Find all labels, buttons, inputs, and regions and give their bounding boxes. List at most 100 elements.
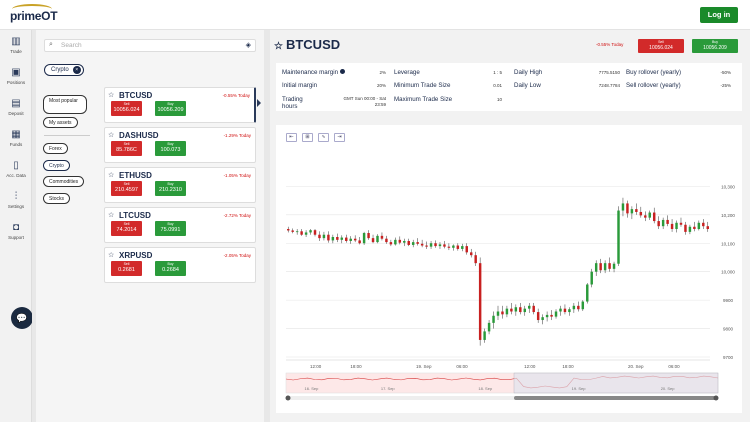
- candle: [478, 263, 482, 340]
- category-stocks[interactable]: Stocks: [43, 193, 71, 204]
- candle: [345, 237, 348, 241]
- star-icon[interactable]: ☆: [108, 92, 115, 99]
- scrollbar-track: [286, 396, 718, 400]
- y-tick-label: 10,300: [721, 184, 735, 189]
- detail-change: -0.55% Today: [596, 42, 624, 47]
- buy-price: 0.2684: [162, 267, 179, 273]
- nav-item-deposit[interactable]: ▤ Deposit: [0, 96, 32, 124]
- candle: [559, 308, 562, 312]
- candle: [362, 233, 366, 244]
- nav-item-funds[interactable]: ▦ Funds: [0, 127, 32, 155]
- maint-margin-value: 2%: [379, 70, 386, 75]
- x-tick-label: 19. Sep: [416, 364, 432, 369]
- candle: [447, 246, 451, 248]
- candle: [438, 244, 442, 247]
- candle: [532, 305, 535, 313]
- buy-button[interactable]: Buy 10056.209: [692, 39, 738, 53]
- buy-price: 10056.209: [157, 107, 184, 113]
- sell-button[interactable]: Sell 210.4597: [111, 181, 142, 196]
- category-forex[interactable]: Forex: [43, 143, 68, 154]
- nav-item-support[interactable]: ◘ Support: [0, 220, 32, 248]
- nav-item-settings[interactable]: ⫶ Settings: [0, 189, 32, 217]
- detail-title: ☆ BTCUSD: [274, 37, 340, 52]
- deposit-icon: ▤: [11, 98, 21, 109]
- candle: [568, 309, 571, 313]
- y-tick-label: 9800: [723, 327, 734, 332]
- candle: [336, 236, 339, 240]
- candle: [483, 331, 486, 340]
- chart-tool-line-icon[interactable]: ∿: [318, 133, 329, 142]
- candle: [706, 226, 709, 230]
- candle: [550, 314, 553, 317]
- candle: [300, 231, 303, 235]
- divider: [264, 30, 270, 422]
- nav-item-positions[interactable]: ▣ Positions: [0, 65, 32, 93]
- instrument-card[interactable]: ☆ XRPUSD -2.05% Today Sell 0.2681 Buy 0.2684: [104, 247, 256, 283]
- star-icon[interactable]: ☆: [108, 132, 115, 139]
- sell-button[interactable]: Sell 0.2681: [111, 261, 142, 276]
- chart-tool-grid-icon[interactable]: ⊞: [302, 133, 313, 142]
- candle: [599, 263, 602, 271]
- instrument-detail: ☆ BTCUSD -0.55% Today Sell 10056.024 Buy 10…: [270, 30, 750, 422]
- buy-button[interactable]: Buy 0.2684: [155, 261, 186, 276]
- sell-label: Sell: [123, 102, 130, 106]
- top-bar: primeOT Log in: [0, 0, 750, 30]
- instrument-card[interactable]: ☆ DASHUSD -1.29% Today Sell 85.786C Buy 100.07…: [104, 127, 256, 163]
- maint-margin-label: Maintenance margin: [282, 69, 345, 76]
- candle: [349, 238, 352, 241]
- sell-price: 85.786C: [116, 147, 137, 153]
- star-icon[interactable]: ☆: [108, 252, 115, 259]
- login-button[interactable]: Log in: [700, 7, 738, 23]
- sell-button[interactable]: Sell 10056.024: [638, 39, 684, 53]
- candle: [648, 212, 651, 218]
- divider: [44, 135, 90, 136]
- chart-tool-zoom-out-icon[interactable]: ⇤: [286, 133, 297, 142]
- chart-tool-zoom-in-icon[interactable]: ⇥: [334, 133, 345, 142]
- candlestick-chart[interactable]: 10,300 10,200 10,100 10,000 9900 9800 9700 12:0…: [276, 125, 742, 413]
- min-trade-label: Minimum Trade Size: [394, 82, 451, 89]
- candle: [380, 235, 384, 239]
- filter-icon[interactable]: ◈: [245, 42, 251, 49]
- logo[interactable]: primeOT: [10, 9, 58, 23]
- instrument-card[interactable]: ☆ ETHUSD -1.05% Today Sell 210.4597 Buy 210.23…: [104, 167, 256, 203]
- instrument-change: -1.05% Today: [223, 173, 251, 178]
- instrument-card[interactable]: ☆ BTCUSD -0.55% Today Sell 10056.024 Buy 10056…: [104, 87, 256, 123]
- buy-button[interactable]: Buy 210.2310: [155, 181, 186, 196]
- nav-label: Deposit: [8, 111, 24, 116]
- candle: [693, 226, 696, 230]
- instrument-card[interactable]: ☆ LTCUSD -2.72% Today Sell 74.2014 Buy 75.0991: [104, 207, 256, 243]
- star-icon[interactable]: ☆: [108, 212, 115, 219]
- star-icon[interactable]: ☆: [108, 172, 115, 179]
- sell-button[interactable]: Sell 85.786C: [111, 141, 142, 156]
- document-icon: ▯: [13, 160, 19, 171]
- category-commodities[interactable]: Commodities: [43, 176, 85, 187]
- candle: [371, 238, 375, 243]
- filter-chip-crypto[interactable]: Crypto ×: [44, 64, 84, 76]
- buy-button[interactable]: Buy 10056.209: [155, 101, 186, 116]
- sell-button[interactable]: Sell 74.2014: [111, 221, 142, 236]
- candle: [617, 210, 620, 264]
- search-input[interactable]: ⌕ Search ◈: [44, 39, 256, 52]
- sell-rollover-value: -25%: [720, 83, 731, 88]
- market-panel: ⌕ Search ◈ Crypto × Most popular My asse…: [36, 30, 264, 422]
- x-tick-label: 18:00: [350, 364, 362, 369]
- close-icon[interactable]: ×: [72, 66, 81, 74]
- candle: [358, 240, 361, 244]
- category-most-popular[interactable]: Most popular: [43, 95, 87, 114]
- candle: [635, 209, 638, 212]
- candle: [644, 215, 647, 218]
- category-my-assets[interactable]: My assets: [43, 117, 78, 128]
- sell-button[interactable]: Sell 10056.024: [111, 101, 142, 116]
- x-tick-label: 12:00: [310, 364, 322, 369]
- funds-icon: ▦: [11, 129, 21, 140]
- candle: [385, 238, 388, 243]
- price-chart[interactable]: ⇤ ⊞ ∿ ⇥ 10,300 10,200 10,100 10,000 9900 9800…: [276, 125, 742, 413]
- buy-button[interactable]: Buy 75.0991: [155, 221, 186, 236]
- buy-button[interactable]: Buy 100.073: [155, 141, 186, 156]
- category-crypto[interactable]: Crypto: [43, 160, 70, 171]
- chat-icon[interactable]: 💬: [11, 307, 33, 329]
- star-icon[interactable]: ☆: [274, 41, 283, 52]
- candle: [675, 222, 678, 230]
- nav-item-acc-data[interactable]: ▯ Acc. Data: [0, 158, 32, 186]
- nav-item-trade[interactable]: ▥ Trade: [0, 34, 32, 62]
